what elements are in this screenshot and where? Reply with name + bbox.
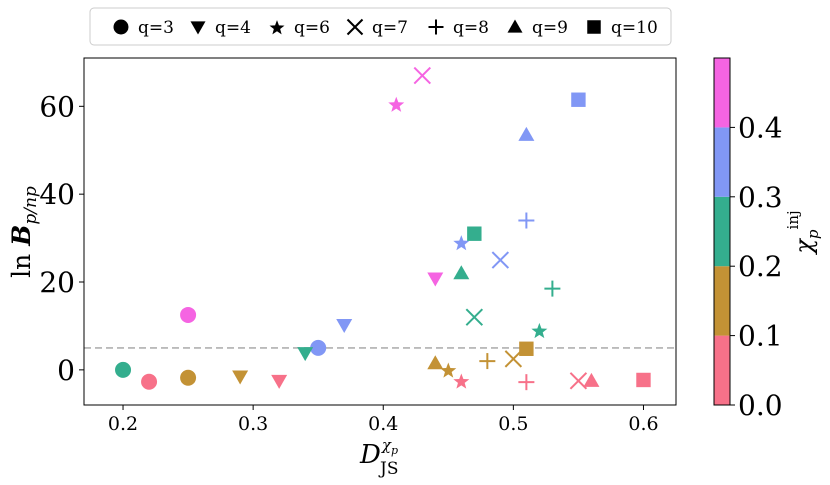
colorbar-bin-2: [714, 196, 730, 267]
x-axis-label-sup-sub: p: [391, 444, 398, 457]
data-point-q8-20: [479, 353, 496, 370]
data-point-q3-0: [115, 361, 132, 378]
legend-label: q=9: [532, 18, 568, 38]
colorbar-tick-label: 0.0: [738, 389, 783, 422]
legend-marker-x: [346, 18, 364, 36]
y-tick-label: 20: [39, 266, 75, 299]
legend-label: q=4: [215, 18, 251, 38]
legend-marker-star: [269, 20, 285, 35]
colorbar-tick-label: 0.4: [738, 111, 783, 144]
data-point-q9-27: [583, 372, 600, 387]
y-axis-label-script: B: [7, 225, 36, 247]
legend-label: q=8: [453, 18, 489, 38]
data-point-q6-13: [453, 235, 470, 251]
data-point-q8-22: [518, 212, 535, 229]
colorbar-tick-label: 0.3: [738, 181, 783, 214]
y-tick-label: 60: [39, 90, 75, 123]
plot-frame: [83, 57, 677, 406]
data-point-q3-2: [180, 369, 197, 386]
data-point-q6-12: [453, 373, 470, 389]
data-point-q9-25: [453, 265, 470, 280]
data-point-q6-10: [388, 96, 405, 112]
colorbar-bin-4: [714, 58, 730, 128]
legend-frame: [89, 7, 672, 46]
colorbar-label-main: χ: [790, 238, 818, 256]
colorbar-tick-label: 0.1: [738, 320, 783, 353]
data-point-q3-3: [180, 306, 197, 323]
colorbar-label: χpinj: [784, 210, 822, 255]
y-tick-label: 0: [57, 354, 75, 387]
legend-marker-plus: [428, 19, 444, 35]
colorbar-label-sub: p: [804, 229, 822, 239]
data-point-q10-31: [636, 372, 651, 388]
data-point-q10-28: [467, 226, 482, 241]
data-point-q7-17: [491, 251, 510, 269]
x-axis-label-sub: JS: [378, 459, 398, 479]
x-tick-label: 0.3: [238, 413, 268, 435]
data-point-q10-30: [571, 92, 586, 107]
x-tick-label: 0.6: [628, 413, 658, 435]
data-point-q6-14: [531, 322, 548, 339]
legend-label: q=10: [611, 18, 658, 38]
x-tick-label: 0.4: [368, 413, 398, 435]
x-tick-label: 0.5: [498, 413, 528, 435]
legend-label: q=6: [294, 18, 330, 38]
legend-marker-square: [587, 20, 601, 34]
colorbar-bin-1: [714, 266, 730, 336]
colorbar-tick-label: 0.2: [738, 250, 783, 283]
legend-marker-circle: [113, 19, 129, 35]
data-point-q7-15: [413, 66, 431, 85]
x-axis-label: Dχp JS: [359, 436, 398, 479]
data-point-q4-5: [232, 370, 249, 385]
data-point-q9-24: [427, 355, 444, 370]
data-point-q10-29: [519, 341, 534, 356]
plot-area: 0.2 0.3 0.4 0.5 0.6 0 20 40 60: [39, 57, 677, 435]
legend: q=3 q=4 q=6 q=7 q=8 q=9 q=10: [89, 7, 672, 46]
colorbar-frame: [713, 57, 731, 406]
data-point-q7-18: [504, 350, 523, 368]
y-axis-label: ln Bp/np: [7, 186, 41, 278]
x-tick-label: 0.2: [108, 413, 138, 435]
y-axis-label-main: ln: [7, 246, 36, 278]
legend-marker-triangle-down: [190, 21, 206, 35]
data-point-q8-23: [544, 280, 561, 297]
data-point-q9-26: [518, 126, 535, 141]
colorbar-bin-0: [714, 335, 730, 405]
data-point-q3-1: [141, 373, 158, 390]
data-point-q7-19: [569, 372, 588, 390]
x-axis-label-main: D: [359, 440, 381, 470]
data-point-q4-9: [427, 272, 444, 287]
y-axis-label-sub: p/np: [21, 186, 41, 225]
legend-label: q=7: [372, 18, 408, 38]
data-point-q4-8: [336, 319, 353, 334]
data-point-q4-6: [271, 374, 288, 389]
colorbar-label-sup: inj: [784, 210, 802, 229]
data-point-q6-11: [440, 362, 457, 378]
data-point-q8-21: [518, 374, 535, 391]
data-point-q7-16: [465, 308, 484, 326]
data-point-q3-4: [310, 339, 327, 356]
y-tick-label: 40: [39, 178, 75, 211]
colorbar-bin-3: [714, 127, 730, 197]
legend-label: q=3: [138, 18, 174, 38]
colorbar: 0.0 0.1 0.2 0.3 0.4: [713, 57, 783, 422]
x-axis-label-sup: χ: [381, 436, 392, 454]
data-point-q4-7: [297, 347, 314, 362]
legend-marker-triangle-up: [507, 19, 523, 33]
